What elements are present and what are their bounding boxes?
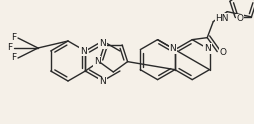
Text: O: O: [220, 48, 227, 57]
Text: HN: HN: [215, 14, 229, 23]
Text: N: N: [169, 44, 176, 53]
Text: F: F: [7, 44, 12, 52]
Text: N: N: [99, 39, 106, 48]
Text: F: F: [11, 53, 17, 62]
Text: F: F: [11, 33, 17, 43]
Text: N: N: [80, 46, 87, 56]
Text: N: N: [94, 57, 100, 66]
Text: O: O: [236, 15, 244, 23]
Text: N: N: [204, 44, 211, 53]
Text: N: N: [99, 78, 106, 87]
